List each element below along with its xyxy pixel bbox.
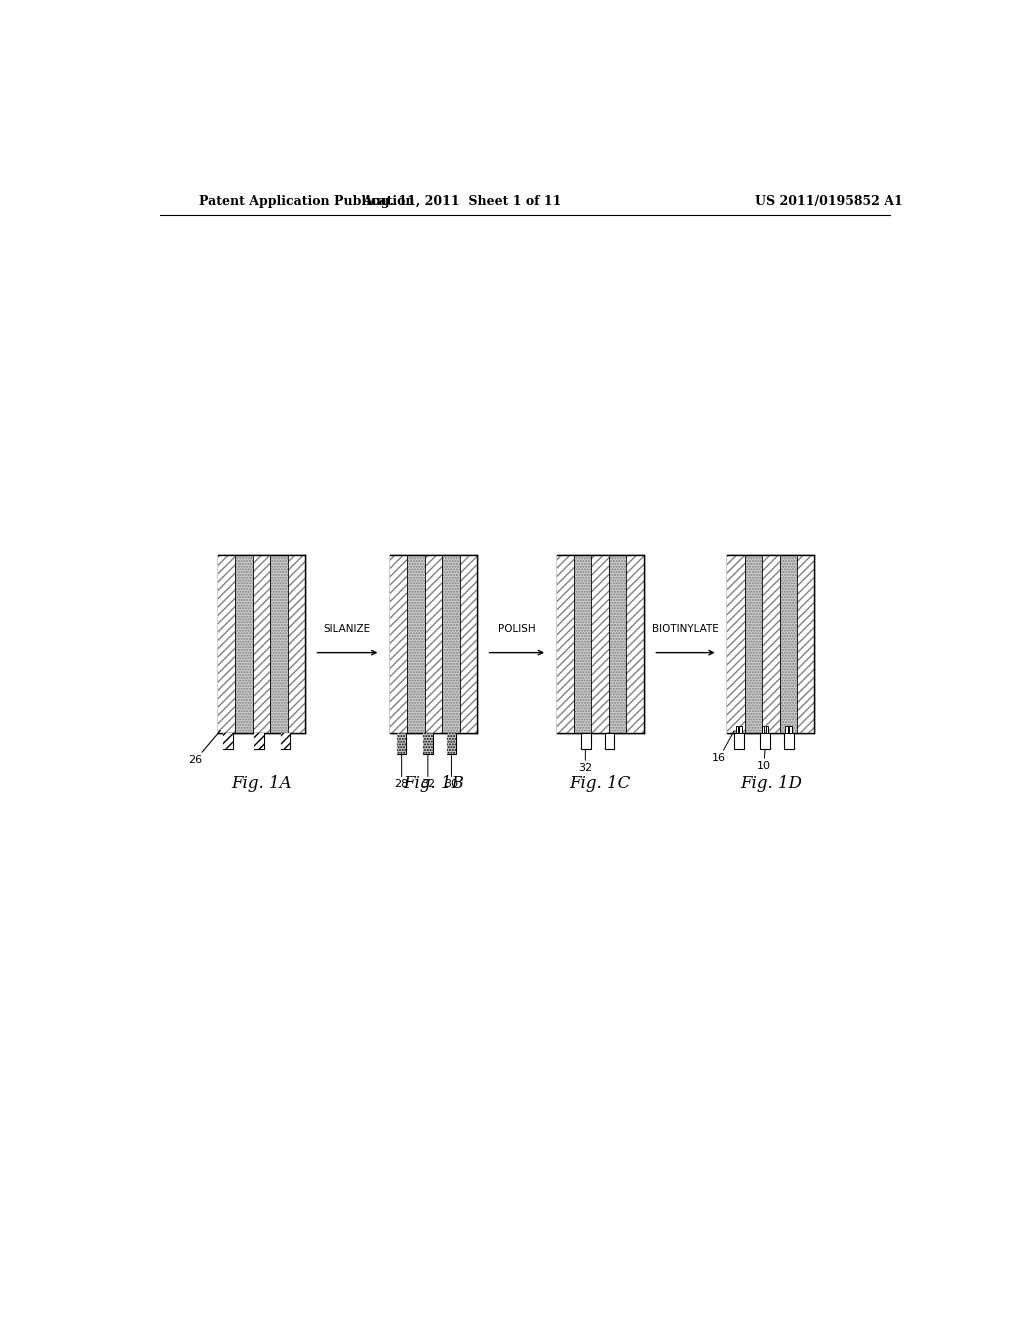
Bar — [397, 733, 407, 754]
Bar — [762, 554, 779, 733]
Text: 10: 10 — [757, 730, 771, 771]
Bar — [425, 554, 442, 733]
Bar — [390, 554, 477, 733]
Bar — [581, 733, 591, 748]
Bar — [761, 733, 770, 748]
Bar — [446, 733, 457, 754]
Text: US 2011/0195852 A1: US 2011/0195852 A1 — [755, 194, 903, 207]
Bar — [446, 733, 457, 754]
Text: 32: 32 — [421, 754, 435, 789]
Bar — [766, 726, 768, 733]
Bar — [762, 726, 765, 733]
Bar — [790, 726, 792, 733]
Text: 16: 16 — [713, 731, 734, 763]
Text: 32: 32 — [579, 739, 593, 774]
Bar — [253, 554, 270, 733]
Text: SILANIZE: SILANIZE — [324, 624, 371, 635]
Text: 28: 28 — [394, 754, 409, 789]
Bar — [609, 554, 627, 733]
Bar — [627, 554, 644, 733]
Text: Fig. 1D: Fig. 1D — [739, 775, 802, 792]
Bar — [797, 554, 814, 733]
Bar — [727, 554, 744, 733]
Text: 30: 30 — [444, 754, 459, 789]
Bar — [223, 733, 232, 748]
Bar — [744, 554, 762, 733]
Bar — [735, 726, 738, 733]
Bar — [254, 733, 264, 748]
Bar — [556, 554, 644, 733]
Bar — [779, 554, 797, 733]
Bar — [784, 733, 794, 748]
Bar — [460, 554, 477, 733]
Bar — [574, 554, 592, 733]
Bar — [556, 554, 574, 733]
Bar — [442, 554, 460, 733]
Bar — [236, 554, 253, 733]
Bar — [739, 726, 742, 733]
Bar — [604, 733, 614, 748]
Bar — [785, 726, 788, 733]
Bar — [408, 554, 425, 733]
Bar — [390, 554, 408, 733]
Bar — [223, 733, 232, 748]
Bar — [727, 554, 814, 733]
Bar — [423, 733, 433, 754]
Text: Patent Application Publication: Patent Application Publication — [200, 194, 415, 207]
Text: Fig. 1C: Fig. 1C — [569, 775, 631, 792]
Bar — [423, 733, 433, 754]
Text: Fig. 1B: Fig. 1B — [403, 775, 464, 792]
Bar — [281, 733, 290, 748]
Text: Aug. 11, 2011  Sheet 1 of 11: Aug. 11, 2011 Sheet 1 of 11 — [361, 194, 561, 207]
Bar — [254, 733, 264, 748]
Bar — [734, 733, 743, 748]
Bar — [281, 733, 290, 748]
Bar — [270, 554, 288, 733]
Bar — [218, 554, 305, 733]
Text: POLISH: POLISH — [498, 624, 536, 635]
Bar — [592, 554, 609, 733]
Bar — [218, 554, 236, 733]
Bar — [397, 733, 407, 754]
Text: BIOTINYLATE: BIOTINYLATE — [652, 624, 719, 635]
Bar — [288, 554, 305, 733]
Text: Fig. 1A: Fig. 1A — [231, 775, 292, 792]
Text: 26: 26 — [188, 731, 220, 766]
